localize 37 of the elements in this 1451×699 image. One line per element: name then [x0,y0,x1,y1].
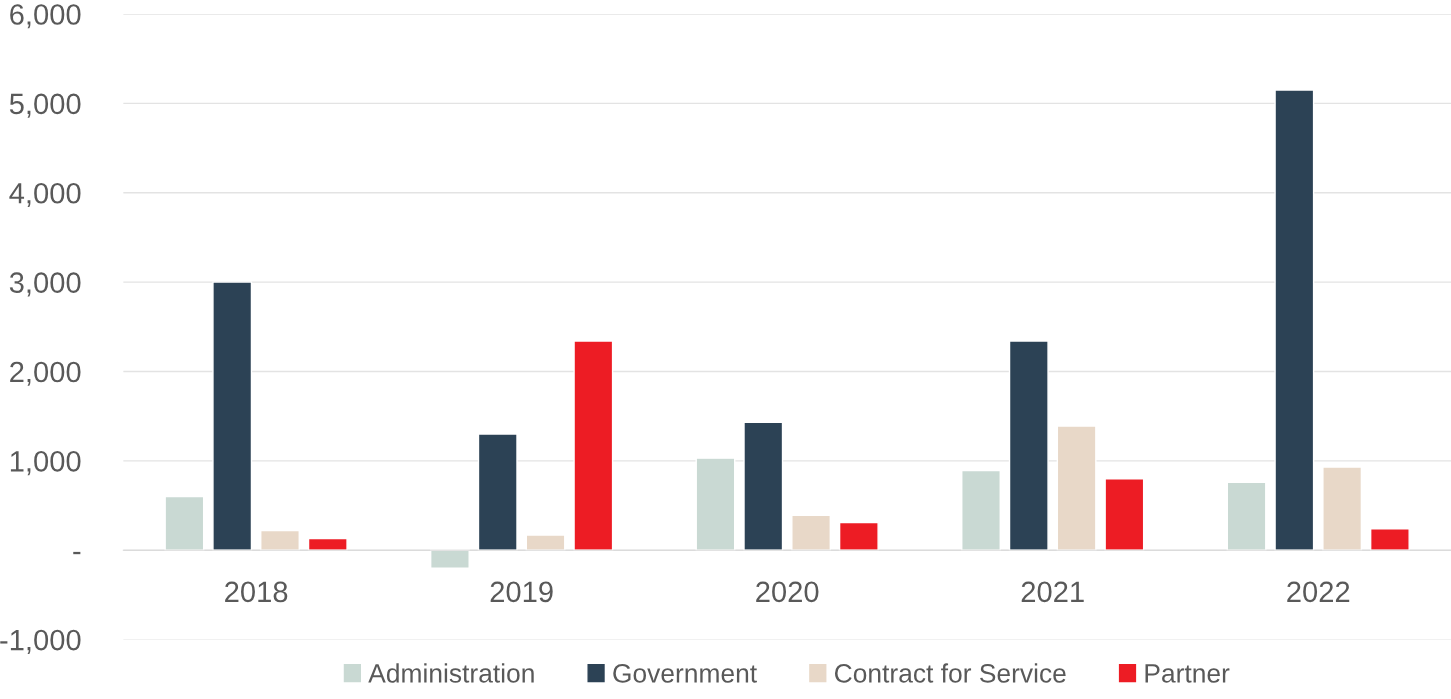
y-tick-label: 6,000 [10,4,81,29]
bar [260,529,300,551]
bar [477,433,518,551]
x-tick-label: 2019 [490,581,553,603]
legend-label: Partner [1145,664,1230,683]
bar [695,457,736,551]
bar [961,469,1001,551]
bar [1322,466,1363,551]
legend-label: Contract for Service [834,663,1066,683]
bar [212,281,253,551]
bar [1008,340,1049,551]
x-tick-label: 2021 [1021,581,1084,603]
legend-label: Government [613,664,757,683]
bar [429,549,470,569]
bar [1226,481,1267,551]
y-tick-label: 2,000 [10,361,81,386]
bar [1274,89,1315,551]
y-tick-label: 3,000 [9,272,81,297]
x-tick-label: 2022 [1287,581,1350,603]
x-tick-label: 2020 [756,581,819,603]
x-tick-label: 2018 [225,581,288,603]
bar [791,514,832,551]
bar [838,521,879,551]
y-tick-label: 1,000 [10,451,81,476]
bar [1104,478,1145,551]
bar [307,537,348,551]
legend-label: Administration [368,663,534,683]
bar [1056,425,1097,551]
bar [525,534,566,551]
bar [573,340,614,551]
bar [164,495,205,551]
y-tick-label: 5,000 [9,93,81,118]
bar [743,421,784,551]
bar [1369,528,1410,551]
y-tick-label: 4,000 [9,182,81,208]
y-tick-label: - [73,551,81,555]
y-tick-label: -1,000 [0,629,81,654]
